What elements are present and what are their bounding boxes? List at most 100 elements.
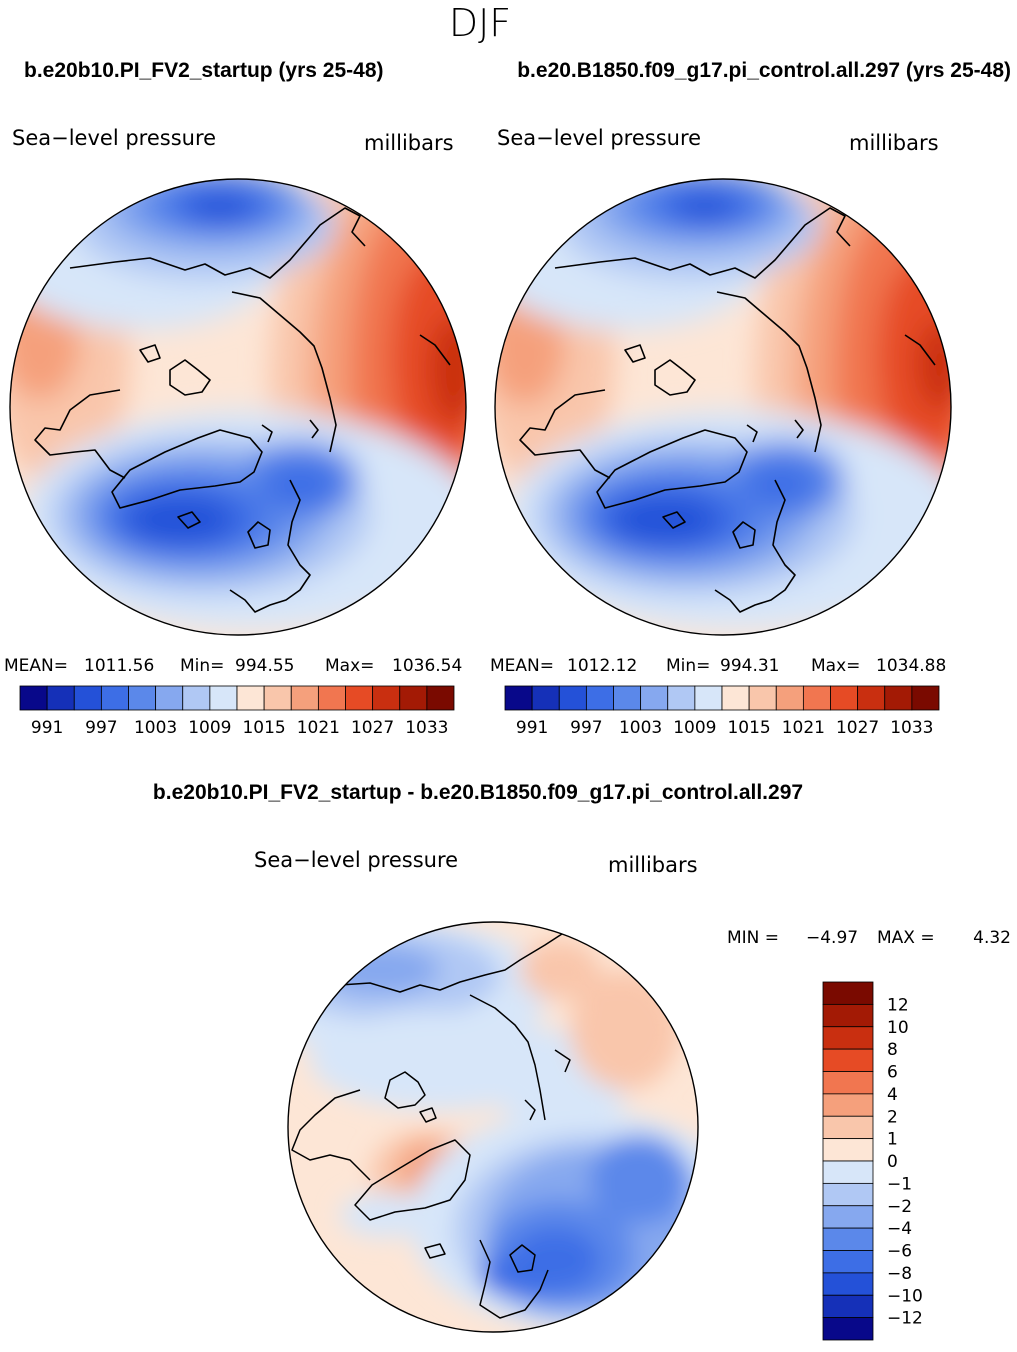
left-panel: Sea−level pressure millibars [4,126,467,738]
diff-colorbar-swatch [822,1071,874,1095]
right-colorbar-swatch [504,685,533,711]
right-max-value: 1034.88 [876,656,946,676]
diff-units-label: millibars [608,853,698,877]
diff-colorbar-tick-label: 12 [887,995,909,1015]
diff-colorbar-swatch [822,1250,874,1274]
right-field-label: Sea−level pressure [497,126,701,150]
right-colorbar-swatch [694,685,723,711]
diff-colorbar-swatch [822,1272,874,1296]
left-colorbar-tick-label: 1009 [188,718,231,738]
diff-min-label: MIN = [727,928,779,948]
right-colorbar-swatch [667,685,696,711]
right-case-title: b.e20.B1850.f09_g17.pi_control.all.297 (… [517,59,1011,82]
left-colorbar-tick-label: 997 [85,718,117,738]
left-colorbar-tick-label: 1015 [242,718,285,738]
right-min-value: 994.31 [720,656,779,676]
diff-colorbar-swatch [822,1048,874,1072]
right-stats: MEAN= 1012.12 Min= 994.31 Max= 1034.88 [490,656,946,676]
diff-colorbar-tick-label: 10 [887,1018,909,1038]
right-colorbar-tick-label: 1033 [890,718,933,738]
diff-colorbar-swatch [822,1093,874,1117]
diff-map [288,922,698,1332]
diff-max-label: MAX = [877,928,935,948]
left-colorbar-swatch [290,685,319,711]
diff-min-value: −4.97 [806,928,858,948]
left-colorbar-tick-label: 1027 [351,718,394,738]
season-title: DJF [449,1,511,45]
right-units-label: millibars [849,131,939,155]
diff-colorbar-tick-label: −6 [887,1242,912,1262]
right-colorbar-swatch [613,685,642,711]
diff-colorbar-tick-label: 0 [887,1152,898,1172]
right-max-label: Max= [811,656,860,676]
right-colorbar-swatch [830,685,859,711]
diff-colorbar-swatch [822,1317,874,1341]
left-colorbar-swatch [345,685,374,711]
right-colorbar-swatch [748,685,777,711]
left-colorbar: 991 997 1003 1009 1015 1021 1027 1033 [19,685,455,738]
left-colorbar-swatch [155,685,184,711]
left-max-value: 1036.54 [392,656,462,676]
left-colorbar-swatch [426,685,455,711]
left-colorbar-swatch [46,685,75,711]
left-map-border [9,178,467,636]
left-field-label: Sea−level pressure [12,126,216,150]
diff-colorbar-tick-label: 1 [887,1130,898,1150]
left-min-value: 994.55 [235,656,294,676]
diff-colorbar-tick-label: 2 [887,1107,898,1127]
diff-colorbar-tick-label: −12 [887,1309,923,1329]
right-colorbar-tick-label: 1003 [619,718,662,738]
right-colorbar-swatch [558,685,587,711]
left-colorbar-swatch [317,685,346,711]
diff-colorbar-tick-label: −4 [887,1219,912,1239]
right-colorbar-tick-label: 1027 [836,718,879,738]
right-colorbar-swatch [775,685,804,711]
left-colorbar-swatch [399,685,428,711]
diff-colorbar-tick-label: 8 [887,1040,898,1060]
right-colorbar-swatch [884,685,913,711]
right-mean-value: 1012.12 [567,656,637,676]
left-colorbar-swatch [19,685,48,711]
left-case-title: b.e20b10.PI_FV2_startup (yrs 25-48) [24,59,384,82]
diff-colorbar-swatch [822,981,874,1005]
right-colorbar-tick-label: 1021 [782,718,825,738]
diff-panel: b.e20b10.PI_FV2_startup - b.e20.B1850.f0… [153,781,1011,1341]
right-panel: Sea−level pressure millibars [490,126,952,738]
diff-field-label: Sea−level pressure [254,848,458,872]
left-colorbar-swatch [236,685,265,711]
left-colorbar-swatch [73,685,102,711]
diff-colorbar-tick-label: 6 [887,1063,898,1083]
left-min-label: Min= [180,656,224,676]
right-mean-label: MEAN= [490,656,554,676]
diff-max-value: 4.32 [973,928,1011,948]
left-max-label: Max= [325,656,374,676]
diff-colorbar-swatch [822,1205,874,1229]
diff-colorbar-swatch [822,1182,874,1207]
diff-stats: MIN = −4.97 MAX = 4.32 [727,928,1011,948]
left-colorbar-swatch [372,685,401,711]
right-colorbar-swatch [802,685,831,711]
diff-colorbar-swatch [822,1003,874,1028]
diff-colorbar-swatch [822,1294,874,1319]
diff-colorbar-swatch [822,1227,874,1251]
diff-colorbar-tick-label: −2 [887,1197,912,1217]
right-colorbar-swatch [857,685,886,711]
left-stats: MEAN= 1011.56 Min= 994.55 Max= 1036.54 [4,656,462,676]
left-colorbar-tick-label: 1033 [405,718,448,738]
diff-title: b.e20b10.PI_FV2_startup - b.e20.B1850.f0… [153,781,803,804]
diff-colorbar-tick-label: 4 [887,1085,898,1105]
right-colorbar-swatch [911,685,940,711]
diff-colorbar-swatch [822,1138,874,1162]
right-map-border [494,178,952,636]
right-map [495,179,951,635]
left-mean-value: 1011.56 [84,656,154,676]
right-colorbar-swatch [640,685,669,711]
left-colorbar-swatch [263,685,292,711]
left-colorbar-tick-label: 1003 [134,718,177,738]
diff-colorbar-tick-label: −10 [887,1286,923,1306]
right-colorbar-tick-label: 1009 [673,718,716,738]
diff-colorbar-swatch [822,1026,874,1050]
right-colorbar-tick-label: 1015 [727,718,770,738]
